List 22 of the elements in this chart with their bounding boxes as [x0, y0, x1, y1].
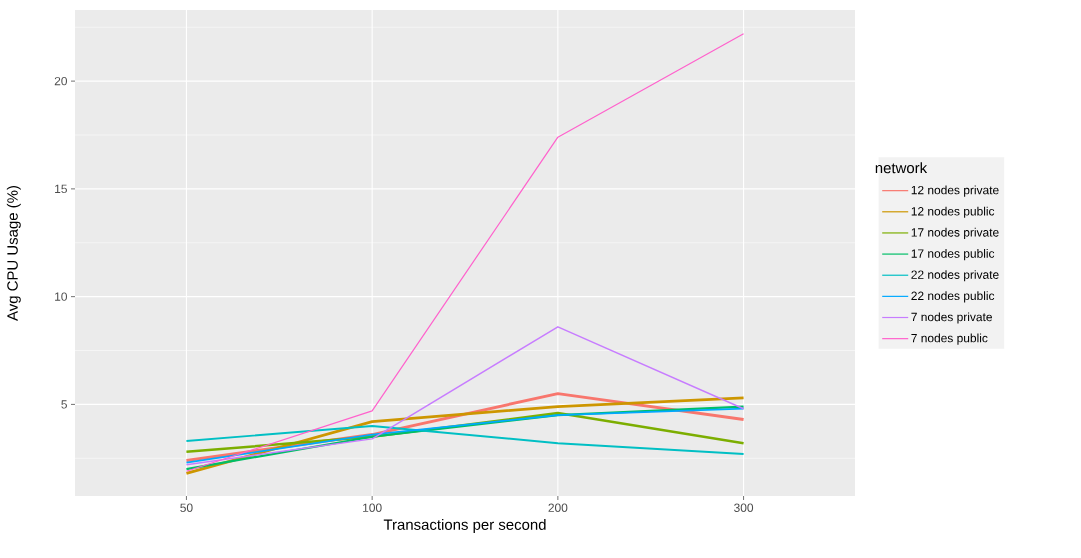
legend-label: 12 nodes private [911, 185, 999, 197]
x-tick-label: 200 [548, 503, 568, 512]
x-axis-title: Transactions per second [383, 518, 546, 533]
legend-label: 12 nodes public [911, 206, 995, 218]
y-tick-label: 20 [54, 76, 68, 86]
legend-label: 17 nodes public [911, 249, 995, 261]
x-tick-label: 50 [180, 503, 193, 512]
y-tick-label: 15 [55, 184, 67, 194]
x-tick-label: 100 [363, 503, 382, 512]
y-tick-label: 10 [55, 292, 68, 301]
legend-label: 22 nodes private [911, 270, 999, 282]
y-tick-label: 5 [61, 400, 67, 409]
y-axis-title: Avg CPU Usage (%) [6, 185, 21, 321]
line-series [185, 424, 745, 455]
legend-label: 7 nodes public [911, 333, 988, 345]
line-series [185, 33, 745, 472]
legend-title: network [875, 162, 928, 174]
line-series [185, 326, 745, 466]
legend-label: 17 nodes private [911, 227, 999, 240]
legend-label: 7 nodes private [911, 312, 992, 324]
x-tick-label: 300 [734, 503, 754, 512]
legend-label: 22 nodes public [911, 291, 995, 303]
